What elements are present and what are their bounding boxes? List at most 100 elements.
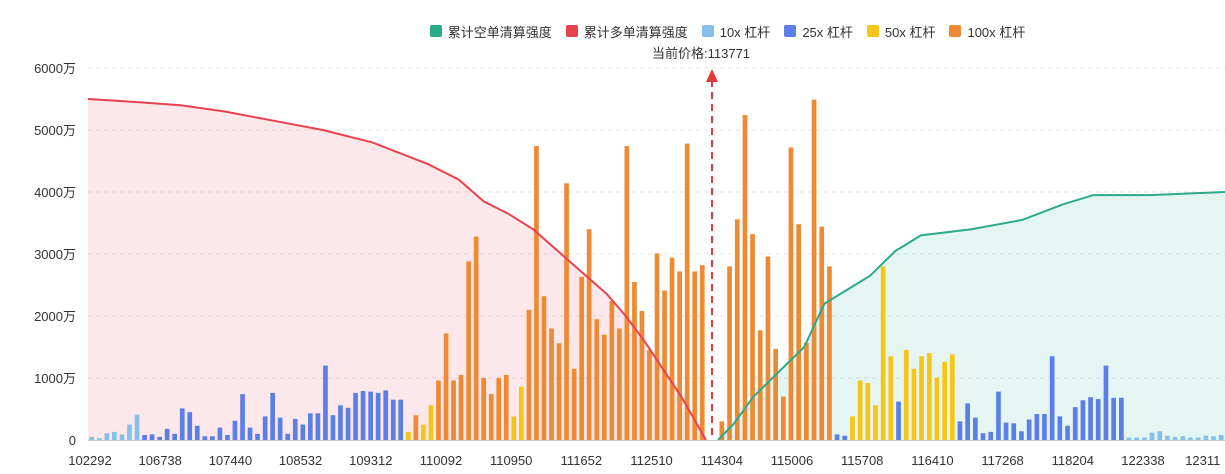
bar-50x[interactable] [926, 353, 932, 440]
bar-10x[interactable] [119, 434, 125, 440]
bar-25x[interactable] [338, 405, 343, 440]
bar-25x[interactable] [988, 431, 994, 440]
bar-10x[interactable] [1149, 432, 1155, 440]
legend-item[interactable]: 50x 杠杆 [866, 21, 935, 41]
bar-100x[interactable] [827, 266, 832, 440]
bar-100x[interactable] [534, 146, 539, 440]
bar-100x[interactable] [466, 261, 471, 440]
bar-25x[interactable] [300, 424, 306, 441]
bar-50x[interactable] [934, 377, 940, 440]
bar-25x[interactable] [330, 415, 336, 440]
bar-25x[interactable] [142, 435, 147, 440]
bar-10x[interactable] [1188, 437, 1193, 441]
bar-100x[interactable] [639, 311, 645, 440]
bar-25x[interactable] [187, 412, 193, 440]
legend-item[interactable]: 25x 杠杆 [784, 21, 853, 41]
bar-25x[interactable] [842, 435, 848, 440]
bar-100x[interactable] [413, 415, 419, 440]
bar-25x[interactable] [149, 434, 155, 440]
bar-50x[interactable] [428, 405, 434, 440]
bar-100x[interactable] [662, 290, 667, 440]
bar-25x[interactable] [1034, 414, 1040, 440]
bar-10x[interactable] [112, 431, 117, 440]
bar-100x[interactable] [609, 301, 615, 440]
bar-10x[interactable] [1172, 436, 1178, 440]
bar-25x[interactable] [255, 433, 260, 440]
bar-50x[interactable] [888, 356, 894, 440]
bar-100x[interactable] [632, 281, 637, 440]
bar-10x[interactable] [1165, 435, 1170, 440]
bar-25x[interactable] [240, 394, 245, 440]
bar-25x[interactable] [202, 436, 208, 440]
bar-100x[interactable] [727, 266, 732, 440]
bar-100x[interactable] [473, 236, 479, 440]
bar-10x[interactable] [1218, 435, 1224, 440]
bar-50x[interactable] [873, 405, 878, 440]
bar-25x[interactable] [217, 427, 223, 440]
bar-10x[interactable] [1180, 436, 1186, 440]
legend-item[interactable]: 累计多单清算强度 [565, 21, 688, 41]
bar-50x[interactable] [406, 431, 411, 440]
bar-100x[interactable] [443, 333, 449, 440]
bar-100x[interactable] [549, 328, 554, 440]
bar-50x[interactable] [511, 416, 517, 440]
bar-25x[interactable] [1095, 399, 1101, 440]
bar-25x[interactable] [1042, 414, 1047, 440]
bar-25x[interactable] [1111, 397, 1116, 440]
bar-25x[interactable] [996, 391, 1001, 440]
legend-item[interactable]: 累计空单清算强度 [429, 21, 552, 41]
bar-25x[interactable] [965, 403, 970, 440]
bar-25x[interactable] [360, 391, 366, 440]
bar-10x[interactable] [104, 433, 110, 440]
bar-100x[interactable] [458, 374, 464, 440]
bar-25x[interactable] [1103, 365, 1109, 440]
bar-100x[interactable] [819, 226, 825, 440]
bar-10x[interactable] [1211, 436, 1216, 440]
bar-50x[interactable] [880, 266, 886, 440]
bar-100x[interactable] [788, 147, 794, 440]
bar-10x[interactable] [1157, 431, 1163, 440]
bar-100x[interactable] [481, 378, 486, 440]
bar-25x[interactable] [194, 425, 200, 440]
bar-50x[interactable] [421, 424, 426, 441]
bar-100x[interactable] [781, 396, 786, 440]
bar-100x[interactable] [526, 309, 532, 440]
bar-100x[interactable] [742, 115, 748, 440]
bar-25x[interactable] [1057, 416, 1063, 440]
bar-100x[interactable] [624, 146, 630, 440]
bar-100x[interactable] [503, 374, 509, 440]
bar-100x[interactable] [684, 143, 690, 440]
bar-100x[interactable] [692, 271, 698, 440]
bar-50x[interactable] [903, 350, 909, 440]
bar-25x[interactable] [375, 392, 381, 440]
bar-100x[interactable] [699, 265, 705, 440]
bar-100x[interactable] [765, 256, 771, 441]
bar-25x[interactable] [345, 407, 351, 440]
bar-50x[interactable] [919, 356, 924, 440]
bar-50x[interactable] [857, 380, 863, 441]
bar-100x[interactable] [734, 219, 740, 440]
legend-item[interactable]: 100x 杠杆 [949, 21, 1025, 41]
bar-100x[interactable] [796, 224, 801, 440]
bar-25x[interactable] [390, 399, 396, 440]
bar-100x[interactable] [811, 99, 817, 440]
bar-25x[interactable] [1019, 431, 1024, 440]
bar-25x[interactable] [157, 436, 162, 440]
bar-25x[interactable] [980, 433, 986, 440]
bar-50x[interactable] [942, 361, 947, 440]
bar-25x[interactable] [172, 433, 177, 440]
bar-10x[interactable] [1134, 437, 1139, 441]
bar-25x[interactable] [834, 434, 840, 440]
bar-100x[interactable] [496, 378, 502, 440]
bar-25x[interactable] [383, 390, 389, 440]
bar-25x[interactable] [292, 418, 298, 440]
bar-25x[interactable] [1049, 356, 1055, 440]
bar-25x[interactable] [285, 433, 291, 440]
bar-100x[interactable] [647, 350, 652, 440]
bar-10x[interactable] [1195, 437, 1201, 441]
bar-25x[interactable] [164, 428, 170, 440]
bar-100x[interactable] [564, 183, 569, 441]
bar-100x[interactable] [579, 276, 584, 440]
bar-10x[interactable] [134, 414, 140, 440]
bar-100x[interactable] [488, 394, 494, 440]
